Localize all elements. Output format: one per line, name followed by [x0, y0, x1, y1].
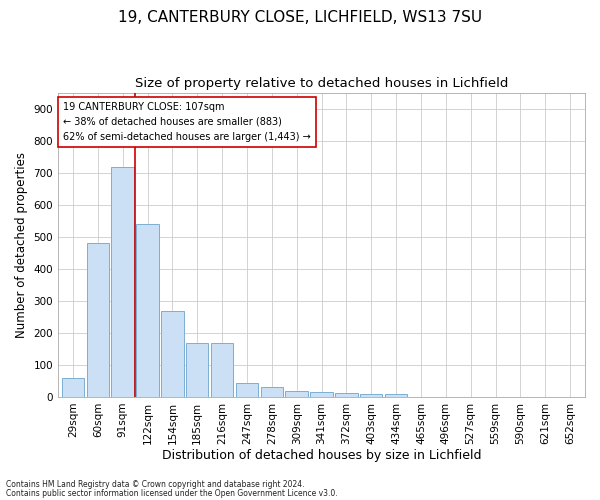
Text: 19, CANTERBURY CLOSE, LICHFIELD, WS13 7SU: 19, CANTERBURY CLOSE, LICHFIELD, WS13 7S… [118, 10, 482, 25]
Text: Contains HM Land Registry data © Crown copyright and database right 2024.: Contains HM Land Registry data © Crown c… [6, 480, 305, 489]
Bar [286, 391, 308, 397]
Text: Contains public sector information licensed under the Open Government Licence v3: Contains public sector information licen… [6, 489, 338, 498]
Bar [136, 224, 159, 397]
Bar [211, 342, 233, 397]
Bar [335, 393, 358, 397]
Bar [112, 166, 134, 397]
Bar [385, 394, 407, 397]
Bar [86, 244, 109, 397]
Bar [310, 392, 333, 397]
Y-axis label: Number of detached properties: Number of detached properties [15, 152, 28, 338]
Title: Size of property relative to detached houses in Lichfield: Size of property relative to detached ho… [135, 78, 508, 90]
Bar [62, 378, 84, 397]
Bar [186, 342, 208, 397]
Bar [360, 394, 382, 397]
Bar [161, 310, 184, 397]
Bar [260, 388, 283, 397]
Bar [236, 382, 258, 397]
X-axis label: Distribution of detached houses by size in Lichfield: Distribution of detached houses by size … [162, 450, 481, 462]
Text: 19 CANTERBURY CLOSE: 107sqm
← 38% of detached houses are smaller (883)
62% of se: 19 CANTERBURY CLOSE: 107sqm ← 38% of det… [64, 102, 311, 142]
